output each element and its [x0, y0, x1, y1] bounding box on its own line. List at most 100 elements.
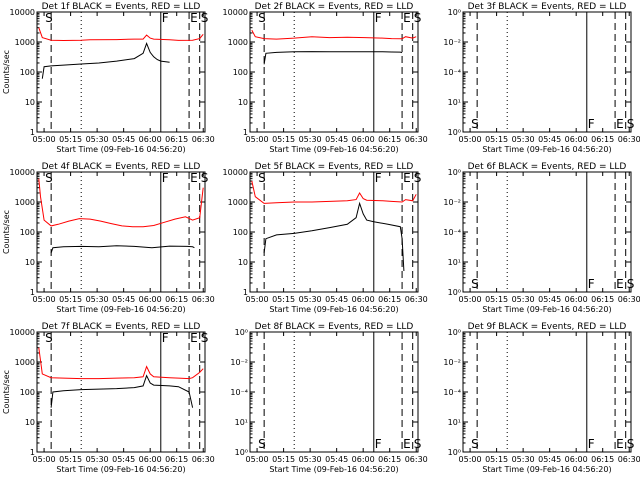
event-marker-s: S	[258, 11, 266, 25]
event-marker-s: S	[45, 11, 53, 25]
x-tick-label: 05:45	[538, 295, 561, 304]
event-marker-s: S	[471, 277, 479, 291]
x-tick-label: 06:15	[591, 135, 614, 144]
x-tick-label: 06:15	[165, 455, 188, 464]
event-marker-s: S	[201, 171, 209, 185]
y-tick-label: 100	[20, 68, 35, 77]
plot-frame	[36, 11, 206, 133]
panel-title: Det 8f BLACK = Events, RED = LLD	[255, 322, 414, 332]
plot-frame	[462, 171, 632, 293]
panel-det-4: Det 4f BLACK = Events, RED = LLD 1 10 100 10…	[2, 162, 215, 314]
event-marker-s: S	[627, 117, 635, 131]
x-tick-label: 06:00	[139, 135, 162, 144]
event-marker-f: F	[162, 11, 169, 25]
event-marker-e: E	[616, 277, 624, 291]
y-tick-label: 1	[30, 128, 35, 137]
event-marker-s: S	[201, 11, 209, 25]
panel-det-6: Det 6f BLACK = Events, RED = LLD 10⁰ 10¹ 10…	[443, 162, 640, 314]
x-tick-label: 05:45	[538, 135, 561, 144]
x-tick-label: 05:00	[459, 295, 482, 304]
x-tick-label: 06:00	[565, 455, 588, 464]
events-rate-line	[50, 245, 195, 254]
events-rate-line	[41, 41, 170, 79]
y-tick-label: 10⁰	[448, 128, 461, 137]
events-rate-line	[263, 51, 403, 65]
x-tick-label: 06:00	[139, 455, 162, 464]
y-tick-label: 10⁰	[448, 168, 461, 177]
x-tick-label: 05:30	[86, 455, 109, 464]
y-axis-label: Counts/sec	[2, 370, 11, 414]
x-tick-label: 05:45	[538, 455, 561, 464]
y-tick-label: 10	[25, 258, 35, 267]
panel-det-2: Det 2f BLACK = Events, RED = LLD 1 10 100 10…	[223, 2, 428, 154]
y-tick-label: 1	[30, 288, 35, 297]
y-tick-label: 1000	[15, 38, 35, 47]
event-marker-e: E	[190, 331, 198, 345]
panel-det-1: Det 1f BLACK = Events, RED = LLD 1 10 100 10…	[2, 2, 215, 154]
lld-rate-line	[38, 347, 204, 380]
plot-frame	[249, 331, 419, 453]
y-tick-label: 10⁰	[448, 8, 461, 17]
x-tick-label: 05:15	[272, 295, 295, 304]
x-tick-label: 05:45	[112, 455, 135, 464]
x-axis-label: Start Time (09-Feb-16 04:56:20)	[269, 465, 398, 474]
x-tick-label: 05:15	[485, 455, 508, 464]
panel-title: Det 4f BLACK = Events, RED = LLD	[42, 162, 201, 172]
y-tick-label: 10⁻⁴	[443, 388, 461, 397]
y-tick-label: 10000	[223, 8, 248, 17]
lld-rate-line	[38, 178, 204, 228]
y-tick-label: 10000	[10, 8, 35, 17]
x-tick-label: 05:15	[272, 135, 295, 144]
x-tick-label: 05:00	[459, 455, 482, 464]
x-tick-label: 06:30	[192, 135, 215, 144]
x-tick-label: 06:00	[565, 135, 588, 144]
event-marker-s: S	[258, 171, 266, 185]
x-tick-label: 06:30	[618, 455, 640, 464]
x-tick-label: 05:30	[299, 455, 322, 464]
plot-frame	[249, 171, 419, 293]
panel-det-9: Det 9f BLACK = Events, RED = LLD 10⁰ 10¹ 10…	[443, 322, 640, 474]
y-tick-label: 10⁰	[235, 328, 248, 337]
y-tick-label: 10000	[10, 168, 35, 177]
y-tick-label: 10⁻⁴	[443, 228, 461, 237]
y-tick-label: 1000	[15, 358, 35, 367]
x-axis-label: Start Time (09-Feb-16 04:56:20)	[482, 305, 611, 314]
event-marker-f: F	[375, 437, 382, 451]
panel-title: Det 6f BLACK = Events, RED = LLD	[468, 162, 627, 172]
x-tick-label: 06:15	[378, 455, 401, 464]
x-tick-label: 06:30	[405, 295, 428, 304]
plot-frame	[462, 11, 632, 133]
plot-frame	[36, 171, 206, 293]
event-marker-s: S	[627, 277, 635, 291]
x-tick-label: 06:15	[591, 455, 614, 464]
event-marker-f: F	[162, 331, 169, 345]
y-tick-label: 10000	[10, 328, 35, 337]
event-marker-e: E	[190, 11, 198, 25]
event-marker-s: S	[258, 437, 266, 451]
event-marker-f: F	[375, 11, 382, 25]
panel-det-5: Det 5f BLACK = Events, RED = LLD 1 10 100 10…	[223, 162, 428, 314]
x-axis-label: Start Time (09-Feb-16 04:56:20)	[482, 465, 611, 474]
event-marker-e: E	[190, 171, 198, 185]
y-tick-label: 10⁰	[235, 448, 248, 457]
y-axis-label: Counts/sec	[2, 210, 11, 254]
x-tick-label: 05:45	[325, 455, 348, 464]
y-tick-label: 1000	[15, 198, 35, 207]
x-axis-label: Start Time (09-Feb-16 04:56:20)	[56, 465, 185, 474]
x-tick-label: 06:15	[378, 295, 401, 304]
event-marker-f: F	[588, 437, 595, 451]
x-tick-label: 06:30	[405, 455, 428, 464]
event-marker-f: F	[588, 277, 595, 291]
x-tick-label: 06:30	[618, 295, 640, 304]
y-tick-label: 1	[243, 128, 248, 137]
x-axis-label: Start Time (09-Feb-16 04:56:20)	[269, 145, 398, 154]
x-tick-label: 05:30	[86, 295, 109, 304]
event-marker-s: S	[471, 117, 479, 131]
events-rate-line	[263, 201, 405, 272]
x-tick-label: 05:30	[512, 455, 535, 464]
x-tick-label: 06:00	[352, 135, 375, 144]
x-tick-label: 05:15	[59, 295, 82, 304]
event-marker-e: E	[403, 171, 411, 185]
y-tick-label: 10¹	[448, 418, 461, 427]
